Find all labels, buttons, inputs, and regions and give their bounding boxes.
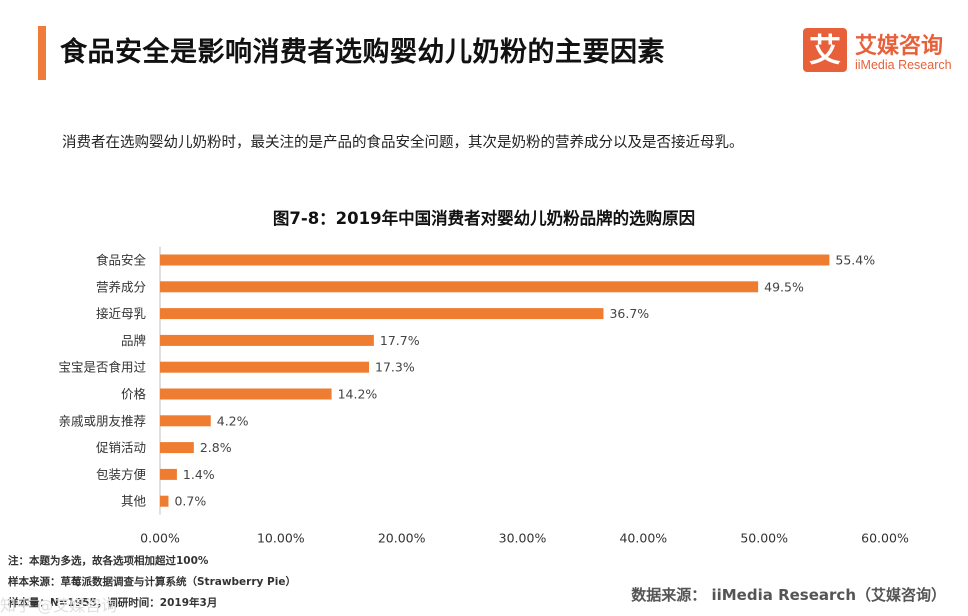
category-label: 包装方便 xyxy=(96,467,147,482)
x-tick-label: 50.00% xyxy=(740,531,788,546)
bar xyxy=(160,495,169,507)
title-accent-bar xyxy=(38,26,46,80)
bar xyxy=(160,308,604,320)
sample-size: 样本量：N=1955，调研时间：2019年3月 xyxy=(8,597,218,609)
x-tick-label: 20.00% xyxy=(378,531,426,546)
category-label: 食品安全 xyxy=(96,253,147,268)
bar xyxy=(160,468,177,480)
x-tick-label: 60.00% xyxy=(861,531,909,546)
bar xyxy=(160,281,759,293)
bar xyxy=(160,334,374,346)
logo-mark-glyph: 艾 xyxy=(808,31,841,69)
data-label: 14.2% xyxy=(338,387,378,402)
data-label: 0.7% xyxy=(174,494,206,509)
data-label: 4.2% xyxy=(217,413,249,428)
bar xyxy=(160,415,211,427)
category-label: 价格 xyxy=(121,387,147,402)
bar-chart: 食品安全 55.4% 营养成分 49.5% 接近母乳 36.7% 品牌 17.7% 宝宝是否食用… xyxy=(58,246,909,546)
data-source: 数据来源： iiMedia Research（艾媒咨询） xyxy=(631,586,946,604)
bar xyxy=(160,254,830,266)
bar xyxy=(160,442,194,454)
category-label: 亲戚或朋友推荐 xyxy=(58,413,146,428)
category-label: 促销活动 xyxy=(96,440,146,455)
x-tick-label: 40.00% xyxy=(619,531,667,546)
data-label: 55.4% xyxy=(835,253,875,268)
x-tick-label: 30.00% xyxy=(499,531,547,546)
bar xyxy=(160,388,332,400)
category-label: 其他 xyxy=(121,494,147,509)
watermark: 知乎 @艾媒咨询 xyxy=(0,596,118,615)
data-label: 17.3% xyxy=(375,360,415,375)
page-title: 食品安全是影响消费者选购婴幼儿奶粉的主要因素 xyxy=(60,37,665,68)
data-label: 1.4% xyxy=(183,467,215,482)
category-label: 品牌 xyxy=(121,333,146,348)
category-label: 营养成分 xyxy=(96,279,146,294)
logo-cn-text: 艾媒咨询 xyxy=(855,34,944,59)
data-label: 2.8% xyxy=(200,440,232,455)
sample-source: 样本来源：草莓派数据调查与计算系统（Strawberry Pie） xyxy=(8,576,296,588)
data-label: 17.7% xyxy=(380,333,420,348)
category-label: 宝宝是否食用过 xyxy=(58,360,146,375)
logo-en-text: iiMedia Research xyxy=(855,58,952,72)
summary-text: 消费者在选购婴幼儿奶粉时，最关注的是产品的食品安全问题，其次是奶粉的营养成分以及… xyxy=(62,135,744,151)
data-label: 36.7% xyxy=(609,306,649,321)
data-label: 49.5% xyxy=(764,279,804,294)
logo-mark-icon: 艾 xyxy=(803,28,847,72)
x-tick-label: 10.00% xyxy=(257,531,305,546)
category-label: 接近母乳 xyxy=(96,306,146,321)
chart-title: 图7-8：2019年中国消费者对婴幼儿奶粉品牌的选购原因 xyxy=(272,209,696,228)
bar xyxy=(160,361,370,373)
x-tick-label: 0.00% xyxy=(140,531,180,546)
footnote: 注：本题为多选，故各选项相加超过100% xyxy=(8,555,209,567)
iimedia-logo: 艾 艾媒咨询 iiMedia Research xyxy=(803,28,961,78)
